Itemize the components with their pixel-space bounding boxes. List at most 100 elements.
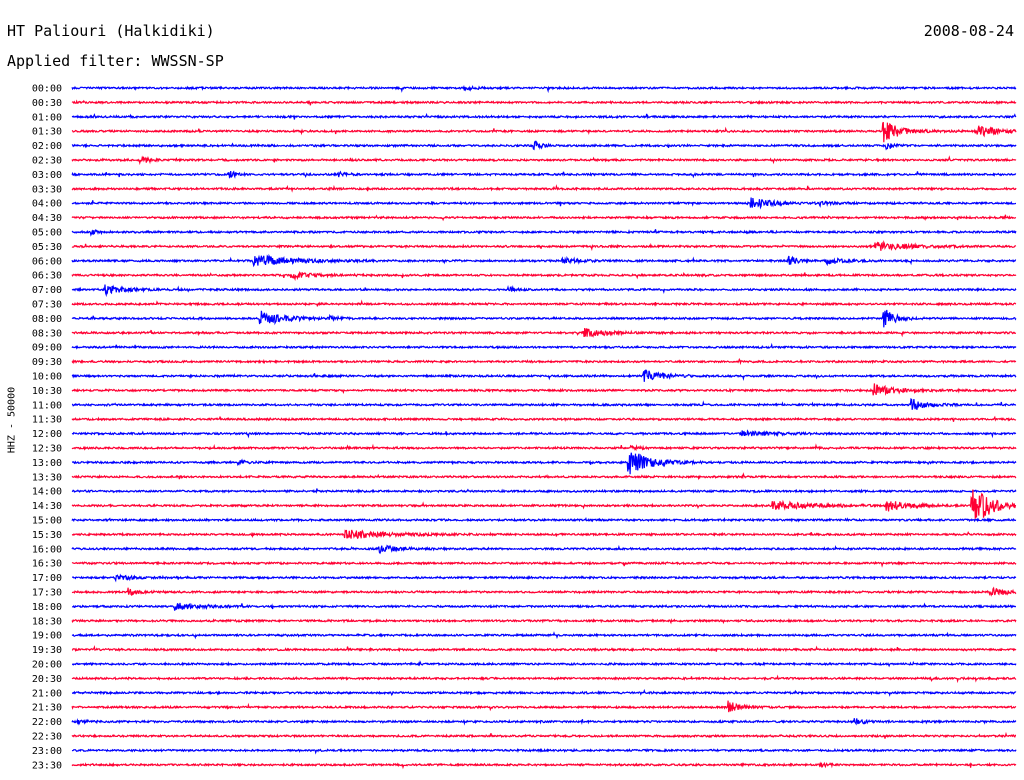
trace-row [71, 560, 1017, 568]
row-time-label: 01:00 [32, 112, 62, 123]
trace-row [71, 197, 1016, 210]
trace-row [71, 170, 1017, 179]
trace-row [71, 688, 1017, 697]
trace-row [71, 214, 1017, 222]
row-time-label: 03:00 [32, 170, 62, 181]
trace-row [71, 489, 1017, 519]
row-time-label: 04:30 [32, 213, 62, 224]
trace-row [71, 472, 1017, 481]
trace-row [71, 747, 1017, 755]
trace-row [71, 239, 1017, 252]
row-time-label: 17:00 [32, 573, 62, 584]
row-time-label: 11:00 [32, 400, 62, 411]
trace-row [71, 443, 1017, 452]
row-time-label: 22:30 [32, 732, 62, 743]
trace-row [71, 452, 1017, 475]
station-title: HT Paliouri (Halkidiki) [7, 22, 215, 40]
trace-row [72, 573, 1017, 583]
trace-row [71, 544, 1017, 555]
trace-row [71, 155, 1017, 166]
row-time-label: 23:00 [32, 746, 62, 757]
trace-row [71, 717, 1017, 726]
trace-row [71, 700, 1017, 713]
row-time-label: 13:00 [32, 458, 62, 469]
record-date: 2008-08-24 [923, 22, 1014, 40]
trace-row [71, 618, 1017, 625]
trace-row [71, 488, 1017, 494]
trace-row [71, 140, 1017, 151]
row-time-label: 00:30 [32, 98, 62, 109]
row-time-label: 00:00 [32, 84, 62, 95]
trace-row [72, 660, 1017, 668]
row-time-label: 05:30 [32, 242, 62, 253]
row-time-label: 10:30 [32, 386, 62, 397]
row-time-label: 14:00 [32, 487, 62, 498]
row-time-label: 19:00 [32, 631, 62, 642]
row-time-label: 03:30 [32, 184, 62, 195]
row-time-label: 23:30 [32, 760, 62, 771]
row-time-label: 15:00 [32, 516, 62, 527]
trace-row [71, 84, 1017, 94]
trace-row [71, 99, 1017, 106]
row-time-label: 05:00 [32, 228, 62, 239]
trace-row [71, 299, 1017, 307]
row-time-label: 06:30 [32, 271, 62, 282]
row-time-label: 14:30 [32, 501, 62, 512]
trace-row [71, 284, 1017, 298]
row-time-label: 20:00 [32, 660, 62, 671]
trace-row [71, 586, 1017, 597]
row-time-label: 06:00 [32, 256, 62, 267]
row-time-label: 08:30 [32, 328, 62, 339]
trace-row [71, 761, 1017, 770]
trace-row [71, 397, 1017, 410]
row-time-label: 17:30 [32, 588, 62, 599]
row-time-label: 16:00 [32, 544, 62, 555]
trace-row [71, 184, 1017, 193]
row-time-label: 21:30 [32, 703, 62, 714]
row-time-label: 12:30 [32, 444, 62, 455]
trace-row [71, 529, 1017, 540]
trace-row [71, 645, 1017, 653]
filter-subtitle: Applied filter: WWSSN-SP [7, 52, 224, 70]
row-time-label: 19:30 [32, 645, 62, 656]
row-time-label: 16:30 [32, 559, 62, 570]
trace-row [71, 309, 1017, 328]
row-time-label: 10:00 [32, 372, 62, 383]
trace-row [71, 342, 1017, 350]
row-time-label: 07:00 [32, 285, 62, 296]
row-time-label: 12:00 [32, 429, 62, 440]
row-time-label: 01:30 [32, 127, 62, 138]
row-time-label: 02:00 [32, 141, 62, 152]
row-time-label: 15:30 [32, 530, 62, 541]
trace-row [71, 229, 1017, 237]
trace-row [71, 112, 1017, 120]
trace-row [71, 328, 1017, 338]
trace-row [71, 429, 1017, 439]
trace-row [71, 253, 1017, 268]
row-time-label: 02:30 [32, 156, 62, 167]
trace-row [71, 602, 1016, 611]
trace-row [71, 368, 1017, 382]
trace-row [71, 731, 1016, 739]
trace-row [71, 415, 1017, 422]
row-time-label: 07:30 [32, 300, 62, 311]
row-time-label: 09:30 [32, 357, 62, 368]
row-time-label: 04:00 [32, 199, 62, 210]
trace-row [71, 674, 1017, 684]
trace-row [71, 631, 1017, 640]
trace-row [71, 516, 1017, 523]
row-time-label: 09:00 [32, 343, 62, 354]
row-time-label: 20:30 [32, 674, 62, 685]
trace-row [71, 383, 1017, 396]
row-time-label: 13:30 [32, 472, 62, 483]
row-time-label: 08:00 [32, 314, 62, 325]
row-time-label: 18:30 [32, 616, 62, 627]
trace-row [71, 357, 1017, 366]
row-time-label: 21:00 [32, 688, 62, 699]
trace-row [71, 271, 1017, 282]
row-time-label: 18:00 [32, 602, 62, 613]
trace-row [71, 121, 1017, 143]
row-time-label: 22:00 [32, 717, 62, 728]
